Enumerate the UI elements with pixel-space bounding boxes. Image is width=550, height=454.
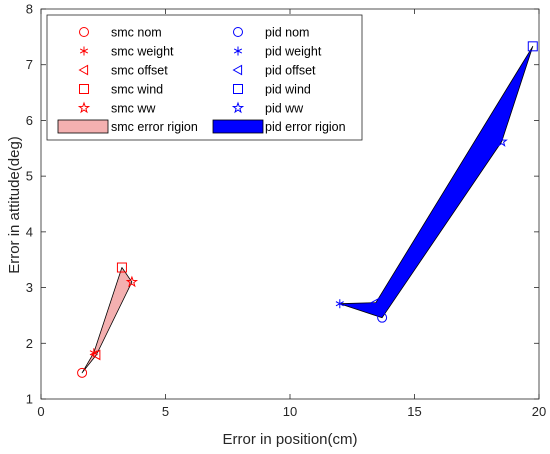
x-tick-label: 10 <box>283 404 297 419</box>
y-tick-label: 6 <box>26 113 33 128</box>
y-tick-label: 4 <box>26 224 33 239</box>
legend-label-pid-weight: pid weight <box>265 45 322 59</box>
y-tick-label: 1 <box>26 392 33 407</box>
legend-marker-smc-weight <box>79 46 89 56</box>
x-tick-label: 20 <box>532 404 546 419</box>
legend-marker-pid-wind <box>233 84 243 94</box>
point-pid-wind-0 <box>527 41 538 52</box>
y-tick-label: 8 <box>26 2 33 17</box>
legend-marker-smc-nom <box>79 27 89 37</box>
legend-swatch-pid-region <box>212 119 264 134</box>
point-pid-nom-0 <box>377 312 388 323</box>
y-tick-label: 5 <box>26 169 33 184</box>
point-smc-ww-0 <box>125 275 139 288</box>
legend-marker-pid-offset <box>232 64 243 76</box>
y-axis-label: Error in attitude(deg) <box>6 136 23 274</box>
axes: 0 5 10 15 20 1 2 3 4 5 6 7 8 <box>26 2 546 420</box>
legend-marker-pid-ww <box>231 101 245 114</box>
legend-label-pid-wind: pid wind <box>265 83 311 97</box>
legend: smc nom smc weight smc offset smc wind smc w… <box>46 14 363 141</box>
legend-label-smc-ww: smc ww <box>111 102 156 116</box>
legend-marker-pid-nom <box>233 27 243 37</box>
legend-marker-smc-offset <box>78 64 89 76</box>
legend-label-smc-region: smc error rigion <box>111 120 198 134</box>
x-tick-label: 0 <box>37 404 44 419</box>
legend-label-pid-offset: pid offset <box>265 64 316 78</box>
legend-label-pid-nom: pid nom <box>265 26 309 40</box>
plot-area <box>77 41 538 378</box>
point-smc-wind-0 <box>116 262 127 273</box>
legend-marker-pid-weight <box>233 46 243 56</box>
x-tick-label: 5 <box>162 404 169 419</box>
y-tick-label: 3 <box>26 280 33 295</box>
legend-label-pid-ww: pid ww <box>265 102 304 116</box>
legend-swatch-smc-region <box>57 119 109 134</box>
region-pid <box>339 45 534 319</box>
point-pid-weight-0 <box>335 299 344 309</box>
point-smc-nom-0 <box>77 367 88 378</box>
legend-marker-smc-ww <box>77 101 91 114</box>
x-tick-label: 15 <box>407 404 421 419</box>
x-axis-label: Error in position(cm) <box>222 431 357 448</box>
legend-label-smc-nom: smc nom <box>111 26 162 40</box>
legend-label-pid-region: pid error rigion <box>265 120 346 134</box>
y-tick-label: 2 <box>26 336 33 351</box>
legend-label-smc-offset: smc offset <box>111 64 168 78</box>
region-smc <box>81 267 133 374</box>
legend-label-smc-weight: smc weight <box>111 45 174 59</box>
point-pid-ww-0 <box>495 135 508 147</box>
point-smc-offset-0 <box>90 349 101 361</box>
legend-box <box>46 14 363 141</box>
legend-label-smc-wind: smc wind <box>111 83 163 97</box>
legend-marker-smc-wind <box>79 84 89 94</box>
point-pid-offset-0 <box>370 297 381 308</box>
y-tick-label: 7 <box>26 57 33 72</box>
